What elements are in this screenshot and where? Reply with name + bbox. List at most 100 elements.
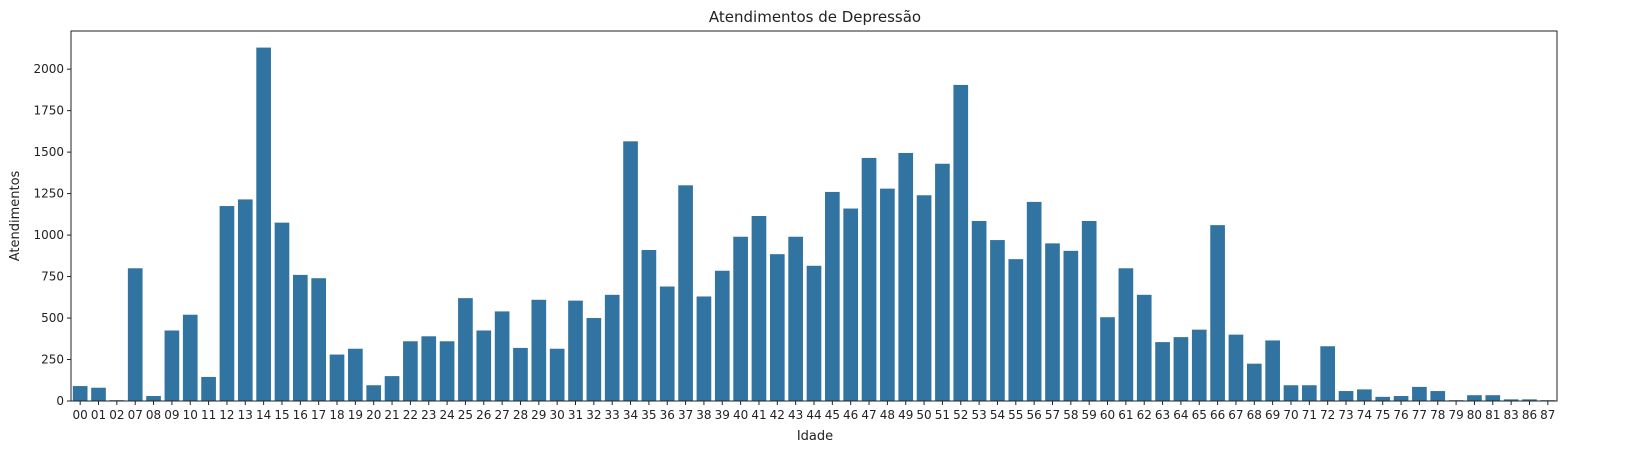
x-tick-label: 29 bbox=[531, 408, 546, 422]
bar bbox=[898, 152, 914, 401]
x-tick-label: 62 bbox=[1137, 408, 1152, 422]
x-tick-label: 10 bbox=[183, 408, 198, 422]
x-tick-label: 61 bbox=[1118, 408, 1133, 422]
bars-group bbox=[72, 47, 1556, 402]
bar bbox=[237, 199, 253, 401]
bar bbox=[1301, 385, 1317, 401]
bar bbox=[1503, 399, 1519, 401]
bar bbox=[1155, 342, 1170, 401]
x-tick-label: 31 bbox=[568, 408, 583, 422]
bar bbox=[348, 348, 363, 401]
bar bbox=[880, 188, 895, 401]
bar bbox=[806, 265, 822, 401]
x-tick-label: 26 bbox=[476, 408, 491, 422]
bar bbox=[861, 157, 877, 401]
x-axis-label: Idade bbox=[797, 429, 833, 444]
bar bbox=[1522, 399, 1537, 401]
x-tick-label: 74 bbox=[1357, 408, 1372, 422]
bar bbox=[1357, 389, 1372, 401]
x-tick-label: 09 bbox=[164, 408, 179, 422]
x-tick-label: 57 bbox=[1045, 408, 1060, 422]
bar bbox=[458, 298, 473, 401]
bar bbox=[1338, 391, 1354, 401]
bar bbox=[641, 250, 657, 401]
bar bbox=[990, 240, 1005, 401]
bar bbox=[696, 296, 712, 401]
x-tick-label: 52 bbox=[953, 408, 968, 422]
x-tick-label: 80 bbox=[1467, 408, 1482, 422]
x-tick-label: 42 bbox=[770, 408, 785, 422]
bar bbox=[403, 341, 418, 401]
x-tick-label: 47 bbox=[861, 408, 876, 422]
bar bbox=[1008, 259, 1024, 401]
bar bbox=[1045, 243, 1060, 401]
bar bbox=[604, 294, 620, 401]
x-tick-label: 15 bbox=[274, 408, 289, 422]
y-tick-label: 1750 bbox=[33, 104, 64, 118]
bar bbox=[1136, 294, 1152, 401]
x-tick-label: 86 bbox=[1522, 408, 1537, 422]
x-tick-label: 76 bbox=[1393, 408, 1408, 422]
x-tick-label: 70 bbox=[1283, 408, 1298, 422]
y-tick-label: 250 bbox=[41, 353, 64, 367]
x-tick-label: 78 bbox=[1430, 408, 1445, 422]
y-tick-label: 750 bbox=[41, 270, 64, 284]
x-tick-label: 56 bbox=[1027, 408, 1042, 422]
bar bbox=[494, 311, 510, 401]
x-tick-label: 71 bbox=[1302, 408, 1317, 422]
x-tick-label: 69 bbox=[1265, 408, 1280, 422]
bar bbox=[1467, 395, 1482, 401]
bar bbox=[1063, 250, 1079, 401]
bar bbox=[384, 376, 400, 401]
bar bbox=[1173, 337, 1189, 401]
bar bbox=[769, 254, 785, 401]
x-tick-label: 40 bbox=[733, 408, 748, 422]
bar bbox=[91, 387, 106, 401]
bar bbox=[678, 185, 693, 401]
x-tick-label: 30 bbox=[550, 408, 565, 422]
bar bbox=[127, 268, 143, 401]
x-tick-label: 12 bbox=[219, 408, 234, 422]
bar bbox=[586, 318, 602, 401]
bar bbox=[549, 348, 565, 401]
x-tick-label: 51 bbox=[935, 408, 950, 422]
x-tick-label: 21 bbox=[384, 408, 399, 422]
bar bbox=[916, 195, 932, 401]
bar bbox=[201, 376, 216, 401]
x-tick-label: 35 bbox=[641, 408, 656, 422]
bar bbox=[1265, 340, 1280, 401]
x-tick-label: 54 bbox=[990, 408, 1005, 422]
x-tick-label: 49 bbox=[898, 408, 913, 422]
bar bbox=[1283, 385, 1299, 401]
bar bbox=[568, 300, 583, 401]
bar bbox=[714, 270, 730, 401]
bar bbox=[1191, 329, 1207, 401]
x-tick-label: 39 bbox=[715, 408, 730, 422]
bar bbox=[659, 286, 675, 401]
x-tick-label: 72 bbox=[1320, 408, 1335, 422]
x-tick-label: 87 bbox=[1540, 408, 1555, 422]
x-tick-label: 14 bbox=[256, 408, 271, 422]
bar bbox=[439, 341, 455, 401]
bar bbox=[1320, 346, 1336, 401]
bar bbox=[1081, 220, 1097, 401]
y-tick-label: 1000 bbox=[33, 228, 64, 242]
bar bbox=[788, 236, 803, 401]
x-tick-label: 53 bbox=[971, 408, 986, 422]
x-tick-label: 22 bbox=[403, 408, 418, 422]
bar bbox=[72, 386, 88, 401]
x-tick-label: 20 bbox=[366, 408, 381, 422]
bar bbox=[366, 385, 382, 401]
x-tick-label: 23 bbox=[421, 408, 436, 422]
x-tick-label: 73 bbox=[1338, 408, 1353, 422]
x-tick-label: 11 bbox=[201, 408, 216, 422]
bar bbox=[476, 330, 492, 401]
y-tick-label: 1250 bbox=[33, 187, 64, 201]
bar bbox=[623, 141, 638, 402]
x-tick-label: 55 bbox=[1008, 408, 1023, 422]
bar bbox=[971, 220, 987, 401]
bar bbox=[1246, 363, 1262, 401]
x-tick-label: 36 bbox=[660, 408, 675, 422]
bar bbox=[182, 314, 198, 401]
x-tick-label: 48 bbox=[880, 408, 895, 422]
